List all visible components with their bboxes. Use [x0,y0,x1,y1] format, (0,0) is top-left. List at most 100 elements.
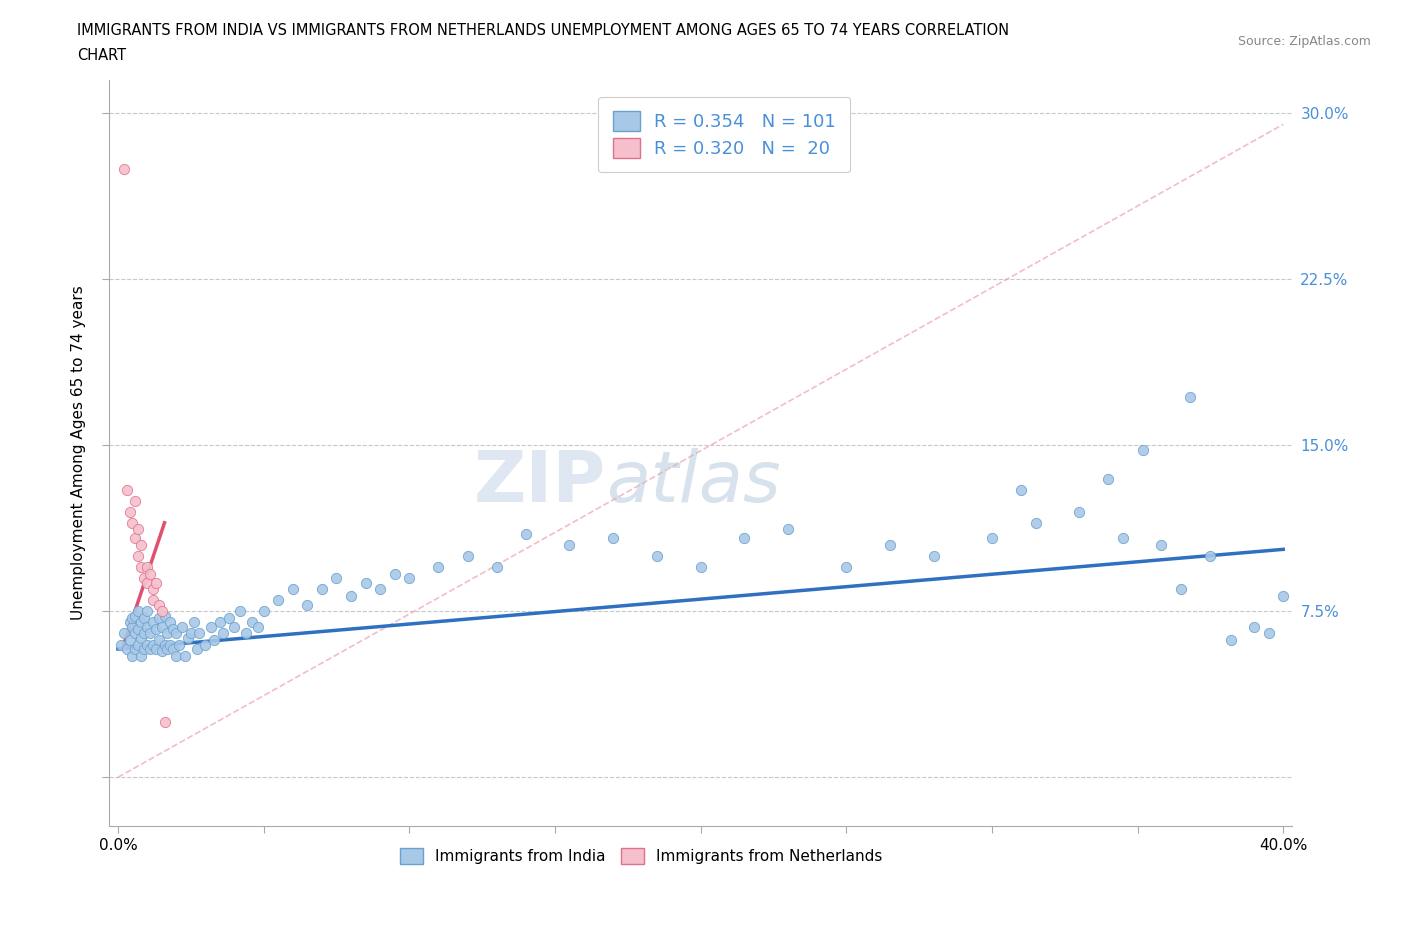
Point [165,626,187,641]
Point [139,566,162,581]
Point [136,560,159,575]
Point [142,592,165,607]
Point [134,571,156,586]
Point [485,560,508,575]
Point [162,621,184,636]
Point [118,504,141,519]
Point [235,626,257,641]
Point [1150,538,1173,552]
Point [112,626,135,641]
Point [1199,549,1222,564]
Point [602,531,624,546]
Point [384,566,406,581]
Point [129,648,152,663]
Legend: Immigrants from India, Immigrants from Netherlands: Immigrants from India, Immigrants from N… [394,843,889,870]
Point [1272,589,1295,604]
Point [148,632,170,647]
Point [165,648,187,663]
Point [183,615,205,630]
Point [145,575,167,590]
Point [139,642,162,657]
Point [325,571,347,586]
Point [148,610,170,625]
Text: CHART: CHART [77,48,127,63]
Point [150,644,173,658]
Point [136,637,159,652]
Point [311,582,333,597]
Point [922,549,945,564]
Point [267,592,290,607]
Point [368,582,391,597]
Point [733,531,755,546]
Point [118,632,141,647]
Point [115,642,138,657]
Point [134,610,156,625]
Point [177,631,200,645]
Point [1257,626,1279,641]
Point [457,549,479,564]
Point [186,642,208,657]
Point [124,531,146,546]
Point [145,642,167,657]
Point [136,619,159,634]
Point [156,642,179,657]
Point [121,610,143,625]
Point [835,560,858,575]
Point [180,626,202,641]
Point [1170,582,1192,597]
Point [1010,482,1032,497]
Point [129,560,152,575]
Point [153,714,176,729]
Point [124,626,146,641]
Point [124,642,146,657]
Text: IMMIGRANTS FROM INDIA VS IMMIGRANTS FROM NETHERLANDS UNEMPLOYMENT AMONG AGES 65 : IMMIGRANTS FROM INDIA VS IMMIGRANTS FROM… [77,23,1010,38]
Point [134,642,156,657]
Point [127,604,149,618]
Point [148,597,170,612]
Point [252,604,274,618]
Point [218,610,240,625]
Point [142,582,165,597]
Point [229,604,252,618]
Point [129,631,152,645]
Point [645,549,668,564]
Point [224,619,246,634]
Point [1069,504,1091,519]
Point [1219,632,1241,647]
Point [127,637,149,652]
Point [145,621,167,636]
Point [980,531,1002,546]
Point [142,615,165,630]
Point [153,608,176,623]
Point [124,493,146,508]
Point [115,482,138,497]
Point [127,621,149,636]
Point [142,637,165,652]
Point [776,522,799,537]
Point [121,648,143,663]
Point [136,575,159,590]
Point [340,589,363,604]
Point [129,538,152,552]
Point [427,560,450,575]
Point [515,526,537,541]
Point [1112,531,1135,546]
Point [159,637,181,652]
Point [150,619,173,634]
Point [208,615,231,630]
Y-axis label: Unemployment Among Ages 65 to 74 years: Unemployment Among Ages 65 to 74 years [72,286,86,620]
Point [188,626,211,641]
Text: Source: ZipAtlas.com: Source: ZipAtlas.com [1237,35,1371,48]
Point [202,632,225,647]
Point [139,626,162,641]
Point [1243,619,1265,634]
Point [297,597,319,612]
Point [1025,515,1047,530]
Point [170,619,193,634]
Point [354,575,377,590]
Point [124,608,146,623]
Point [110,637,132,652]
Point [194,637,217,652]
Point [167,637,190,652]
Point [162,642,184,657]
